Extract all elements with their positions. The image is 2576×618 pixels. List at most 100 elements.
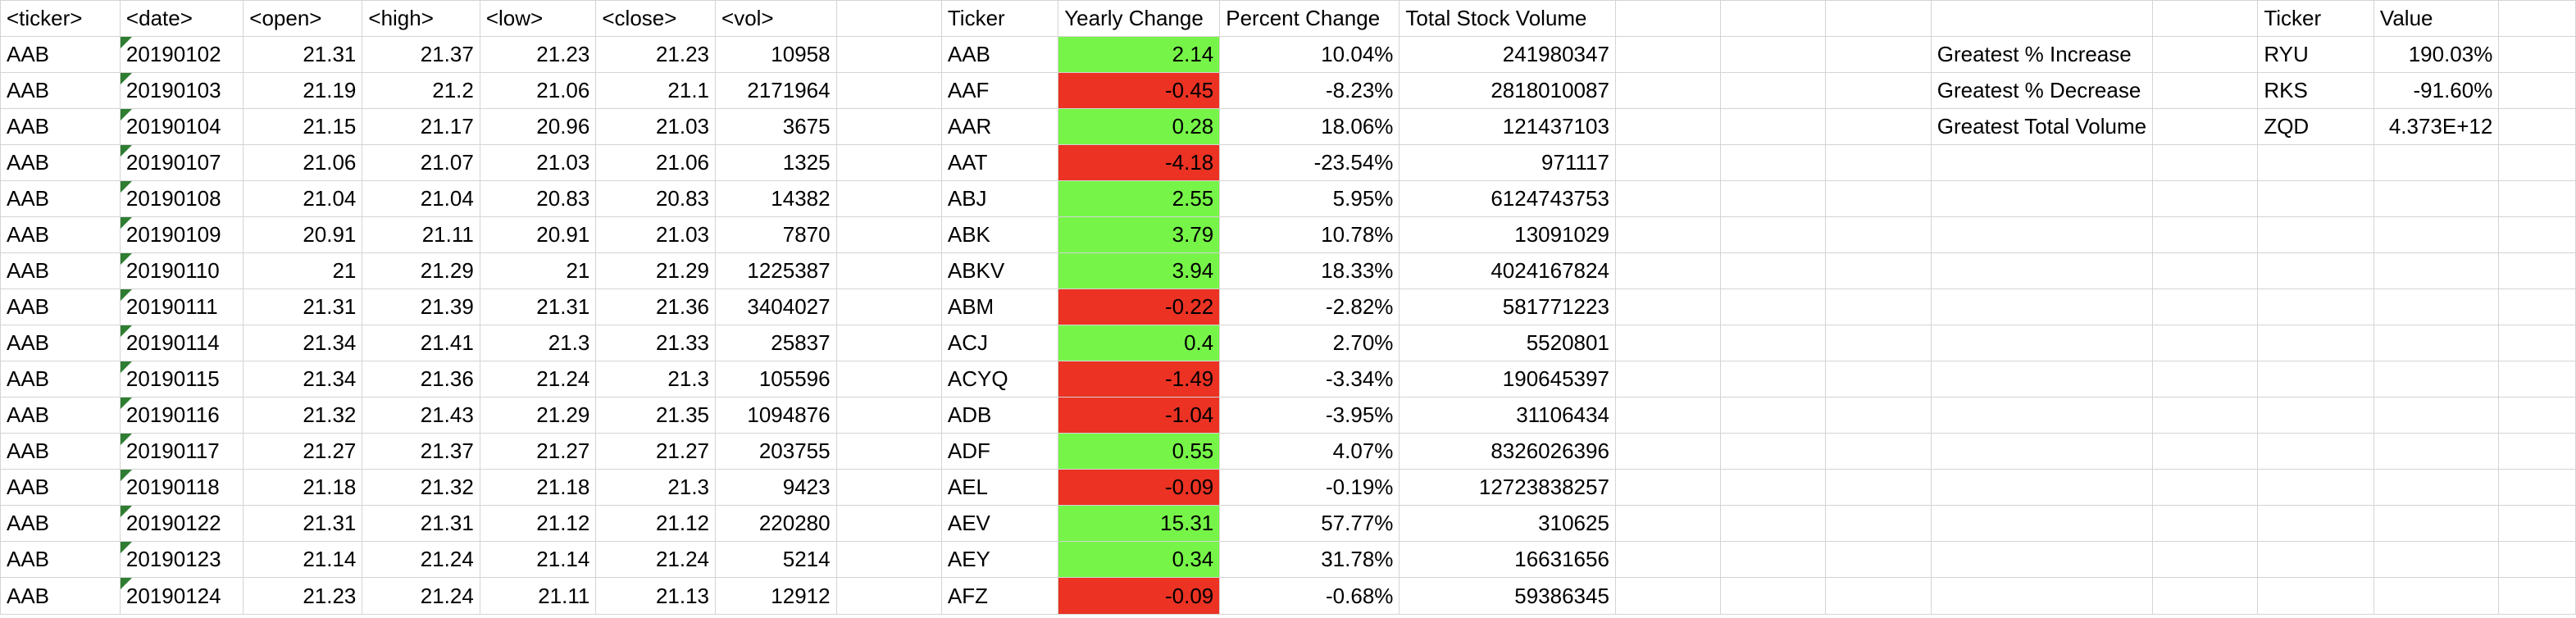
empty-cell[interactable] (2257, 289, 2374, 325)
empty-cell[interactable] (1825, 36, 1932, 73)
empty-cell[interactable] (2152, 289, 2259, 325)
cell-bonus-ticker[interactable]: RKS (2257, 72, 2374, 109)
cell-close[interactable]: 21.12 (595, 505, 717, 542)
empty-cell[interactable] (2152, 505, 2259, 542)
cell-date[interactable]: 20190118 (119, 469, 244, 506)
empty-cell[interactable] (835, 252, 942, 289)
cell-high[interactable]: 21.41 (362, 325, 480, 361)
cell-total-volume[interactable]: 190645397 (1399, 361, 1616, 398)
cell-low[interactable]: 21.06 (479, 72, 597, 109)
empty-cell[interactable] (2152, 108, 2259, 145)
cell-close[interactable]: 21.23 (595, 36, 717, 73)
empty-cell[interactable] (835, 0, 942, 37)
empty-cell[interactable] (2152, 361, 2259, 398)
cell-open[interactable]: 21.15 (243, 108, 363, 145)
cell-high[interactable]: 21.2 (362, 72, 480, 109)
cell-summary-ticker[interactable]: ACJ (940, 325, 1059, 361)
empty-cell[interactable] (1720, 361, 1827, 398)
empty-cell[interactable] (1614, 505, 1722, 542)
cell-low[interactable]: 21.27 (479, 433, 597, 470)
cell-percent-change[interactable]: -0.19% (1219, 469, 1400, 506)
empty-cell[interactable] (1930, 505, 2154, 542)
cell-close[interactable]: 21.24 (595, 541, 717, 578)
empty-cell[interactable] (1614, 325, 1722, 361)
cell-vol[interactable]: 10958 (715, 36, 837, 73)
cell-yearly-change[interactable]: -0.09 (1058, 469, 1221, 506)
empty-cell[interactable] (2257, 180, 2374, 217)
header-cell-date[interactable]: <date> (119, 0, 244, 37)
empty-cell[interactable] (2498, 0, 2576, 37)
empty-cell[interactable] (835, 541, 942, 578)
cell-summary-ticker[interactable]: ADF (940, 433, 1059, 470)
cell-ticker[interactable]: AAB (0, 361, 121, 398)
cell-vol[interactable]: 2171964 (715, 72, 837, 109)
cell-total-volume[interactable]: 13091029 (1399, 216, 1616, 253)
cell-summary-ticker[interactable]: AAB (940, 36, 1059, 73)
cell-summary-ticker[interactable]: ABJ (940, 180, 1059, 217)
cell-total-volume[interactable]: 59386345 (1399, 577, 1616, 615)
empty-cell[interactable] (2498, 144, 2576, 181)
empty-cell[interactable] (1720, 108, 1827, 145)
cell-bonus-label[interactable]: Greatest % Decrease (1930, 72, 2154, 109)
cell-date[interactable]: 20190116 (119, 397, 244, 434)
cell-ticker[interactable]: AAB (0, 180, 121, 217)
cell-open[interactable]: 21.27 (243, 433, 363, 470)
cell-summary-ticker[interactable]: AAR (940, 108, 1059, 145)
empty-cell[interactable] (1930, 469, 2154, 506)
empty-cell[interactable] (1930, 180, 2154, 217)
cell-percent-change[interactable]: -3.95% (1219, 397, 1400, 434)
empty-cell[interactable] (2152, 252, 2259, 289)
cell-high[interactable]: 21.04 (362, 180, 480, 217)
cell-date[interactable]: 20190110 (119, 252, 244, 289)
empty-cell[interactable] (835, 144, 942, 181)
empty-cell[interactable] (1720, 72, 1827, 109)
cell-summary-ticker[interactable]: ACYQ (940, 361, 1059, 398)
cell-vol[interactable]: 14382 (715, 180, 837, 217)
cell-ticker[interactable]: AAB (0, 505, 121, 542)
header-cell-percent-change[interactable]: Percent Change (1219, 0, 1400, 37)
cell-bonus-ticker[interactable]: ZQD (2257, 108, 2374, 145)
empty-cell[interactable] (1825, 108, 1932, 145)
cell-vol[interactable]: 1325 (715, 144, 837, 181)
empty-cell[interactable] (835, 36, 942, 73)
cell-open[interactable]: 21.31 (243, 36, 363, 73)
empty-cell[interactable] (1930, 289, 2154, 325)
empty-cell[interactable] (2373, 325, 2500, 361)
empty-cell[interactable] (1614, 577, 1722, 615)
cell-open[interactable]: 21.31 (243, 289, 363, 325)
cell-open[interactable]: 21.19 (243, 72, 363, 109)
empty-cell[interactable] (1825, 289, 1932, 325)
empty-cell[interactable] (1825, 216, 1932, 253)
empty-cell[interactable] (1614, 469, 1722, 506)
cell-summary-ticker[interactable]: AEY (940, 541, 1059, 578)
cell-percent-change[interactable]: 31.78% (1219, 541, 1400, 578)
empty-cell[interactable] (1825, 397, 1932, 434)
cell-total-volume[interactable]: 310625 (1399, 505, 1616, 542)
empty-cell[interactable] (1930, 216, 2154, 253)
empty-cell[interactable] (1720, 180, 1827, 217)
cell-open[interactable]: 21.34 (243, 361, 363, 398)
cell-high[interactable]: 21.11 (362, 216, 480, 253)
empty-cell[interactable] (1825, 144, 1932, 181)
cell-close[interactable]: 21.03 (595, 216, 717, 253)
cell-low[interactable]: 21.31 (479, 289, 597, 325)
cell-date[interactable]: 20190111 (119, 289, 244, 325)
cell-summary-ticker[interactable]: AFZ (940, 577, 1059, 615)
cell-total-volume[interactable]: 241980347 (1399, 36, 1616, 73)
header-cell-high[interactable]: <high> (362, 0, 480, 37)
empty-cell[interactable] (1720, 505, 1827, 542)
empty-cell[interactable] (1720, 36, 1827, 73)
cell-summary-ticker[interactable]: AEL (940, 469, 1059, 506)
cell-yearly-change[interactable]: -1.49 (1058, 361, 1221, 398)
cell-yearly-change[interactable]: 0.55 (1058, 433, 1221, 470)
cell-high[interactable]: 21.36 (362, 361, 480, 398)
cell-ticker[interactable]: AAB (0, 144, 121, 181)
cell-summary-ticker[interactable]: AAT (940, 144, 1059, 181)
empty-cell[interactable] (1720, 0, 1827, 37)
empty-cell[interactable] (835, 325, 942, 361)
cell-date[interactable]: 20190103 (119, 72, 244, 109)
empty-cell[interactable] (2498, 36, 2576, 73)
cell-ticker[interactable]: AAB (0, 252, 121, 289)
empty-cell[interactable] (2152, 36, 2259, 73)
